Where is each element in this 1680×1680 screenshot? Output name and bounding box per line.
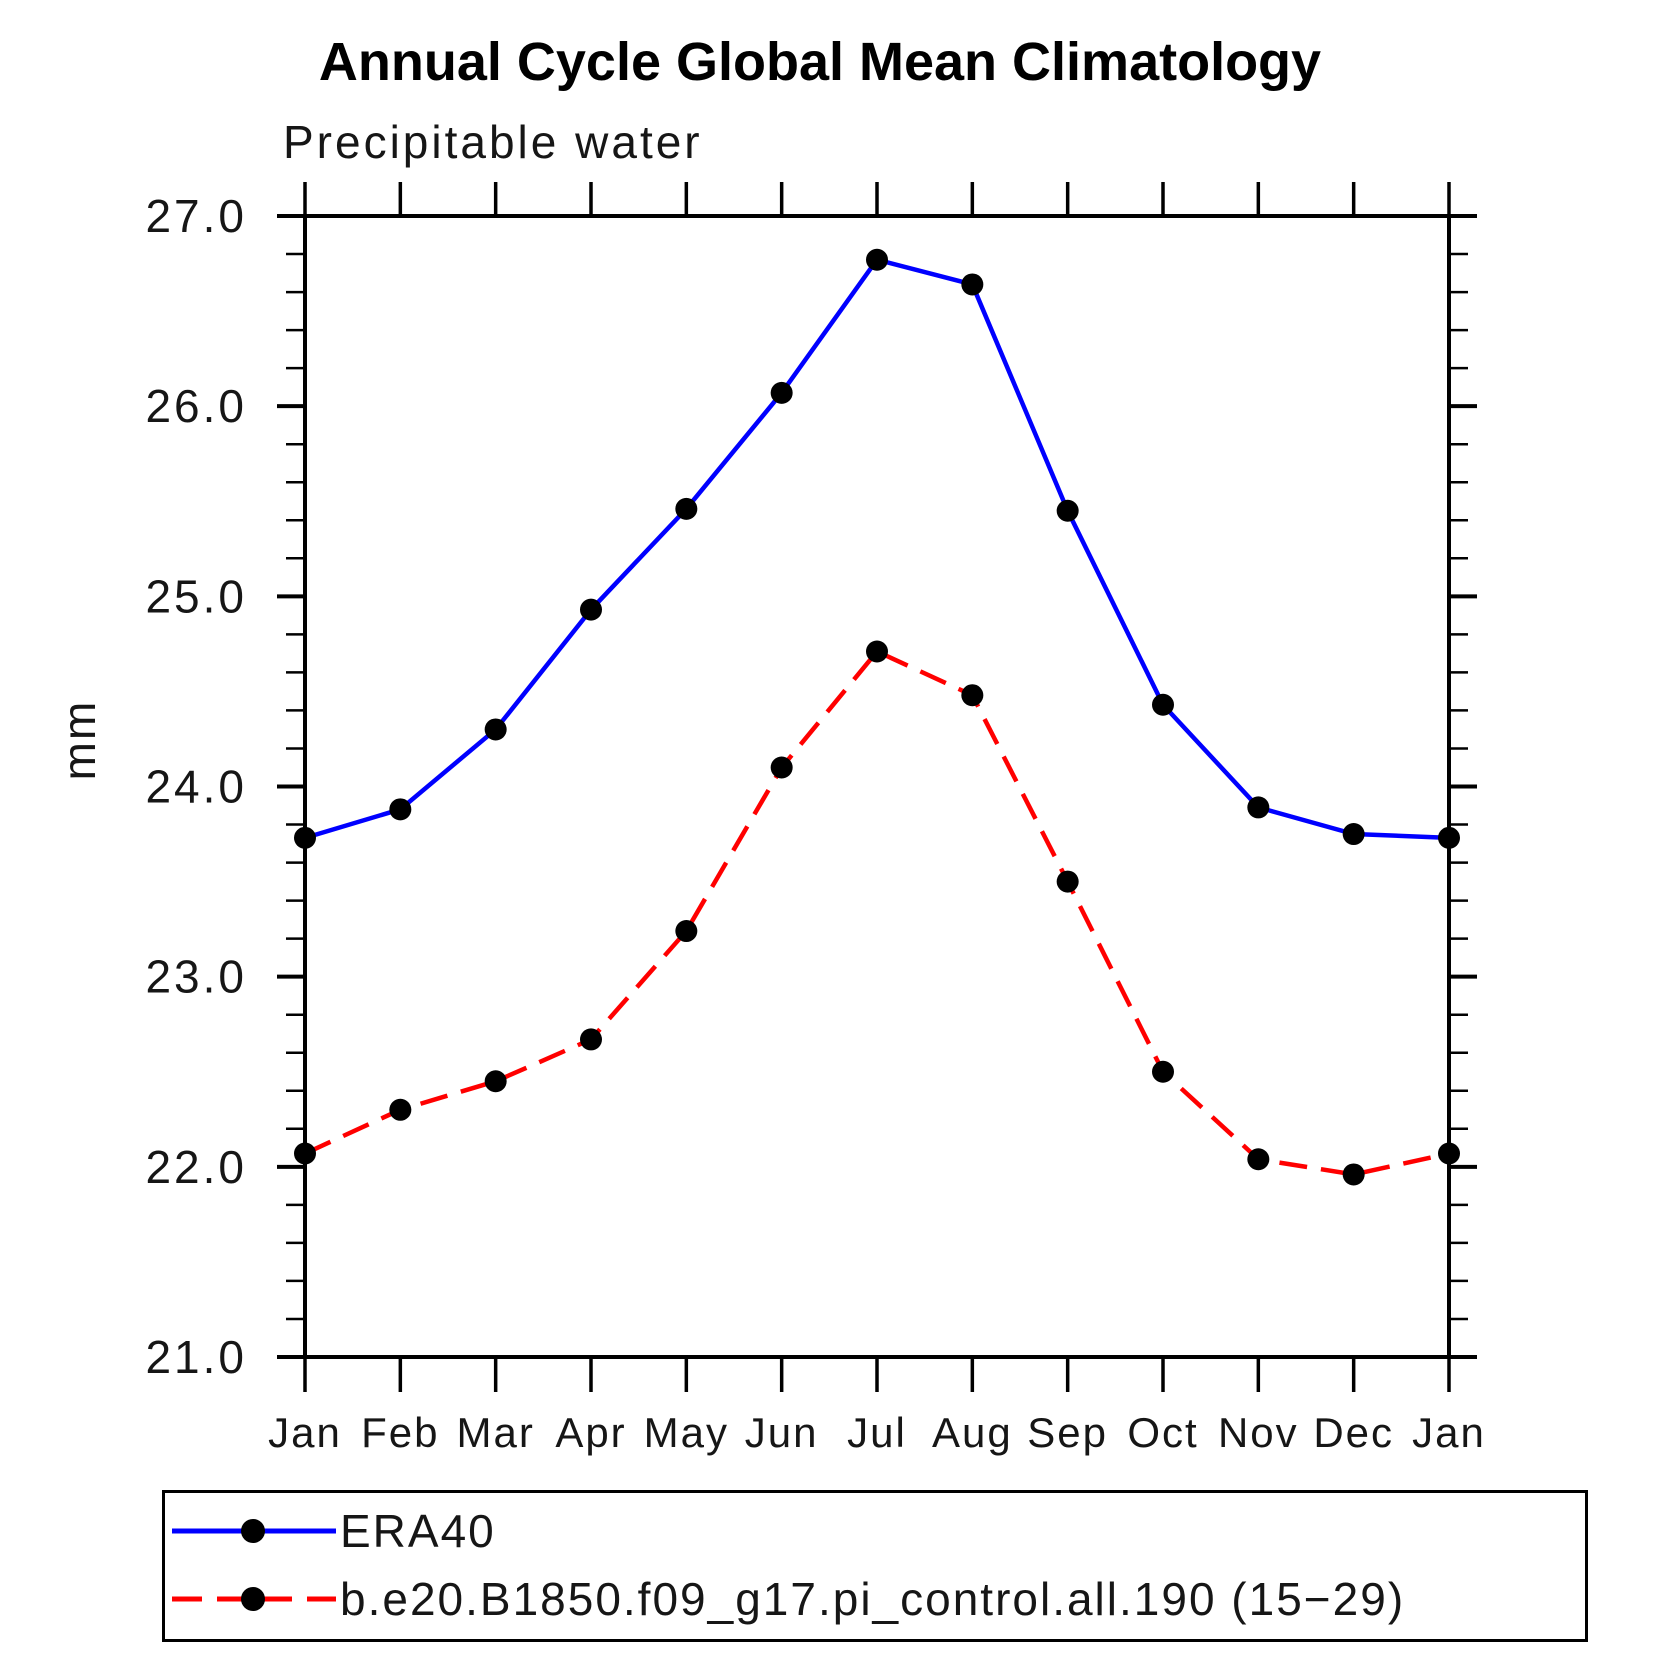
legend-line-solid <box>172 1519 336 1543</box>
legend-marker-dot <box>241 1519 265 1543</box>
legend-label-era40: ERA40 <box>340 1505 496 1557</box>
series-marker-1 <box>294 1142 316 1165</box>
series-line-0 <box>304 257 1450 841</box>
series-marker-1 <box>866 640 888 663</box>
y-axis-title: mm <box>53 700 105 781</box>
x-tick-label: Aug <box>932 1409 1013 1456</box>
x-tick-label: Jan <box>1412 1409 1486 1456</box>
x-tick-label: May <box>644 1409 729 1456</box>
legend-line-dashed <box>172 1587 336 1611</box>
series-marker-1 <box>770 756 793 779</box>
x-tick-label: Apr <box>555 1409 626 1456</box>
x-tick-label: Nov <box>1218 1409 1299 1456</box>
series-marker-0 <box>1247 796 1270 819</box>
x-tick-label: Oct <box>1127 1409 1198 1456</box>
y-tick-label: 26.0 <box>145 380 247 432</box>
series-marker-1 <box>580 1028 602 1051</box>
axes <box>277 182 1477 1392</box>
y-tick-label: 24.0 <box>145 761 247 813</box>
series-group <box>294 248 1460 1186</box>
series-marker-1 <box>961 684 984 707</box>
legend-item-era40: ERA40 <box>165 1501 496 1561</box>
series-marker-1 <box>1342 1163 1365 1186</box>
chart-subtitle-left: Precipitable water <box>283 116 703 168</box>
series-marker-0 <box>1152 693 1174 716</box>
series-marker-0 <box>484 718 507 741</box>
series-marker-0 <box>866 248 888 271</box>
series-marker-1 <box>675 920 698 943</box>
plot-frame <box>303 214 1451 1359</box>
x-tick-label: Dec <box>1313 1409 1394 1456</box>
legend-marker-dot <box>241 1587 265 1611</box>
x-tick-label: Sep <box>1027 1409 1108 1456</box>
x-tick-label: Mar <box>456 1409 534 1456</box>
series-marker-0 <box>1438 826 1460 849</box>
series-marker-1 <box>389 1098 412 1121</box>
series-marker-0 <box>1056 499 1079 522</box>
chart-title: Annual Cycle Global Mean Climatology <box>319 32 1321 92</box>
series-marker-1 <box>1247 1148 1270 1171</box>
x-tick-label: Jan <box>268 1409 342 1456</box>
legend: ERA40 b.e20.B1850.f09_g17.pi_control.all… <box>162 1490 1588 1642</box>
series-marker-0 <box>294 826 316 849</box>
x-tick-label: Jul <box>847 1409 907 1456</box>
y-tick-label: 27.0 <box>145 190 247 242</box>
y-tick-label: 23.0 <box>145 951 247 1003</box>
series-marker-1 <box>1056 870 1079 893</box>
series-marker-1 <box>1438 1142 1460 1165</box>
series-marker-1 <box>1152 1060 1174 1083</box>
series-marker-0 <box>580 598 602 621</box>
series-marker-0 <box>1342 823 1365 846</box>
series-marker-0 <box>675 497 698 520</box>
y-tick-label: 25.0 <box>145 570 247 622</box>
x-tick-label: Jun <box>745 1409 819 1456</box>
y-tick-label: 21.0 <box>145 1331 247 1383</box>
x-tick-label: Feb <box>361 1409 439 1456</box>
series-marker-0 <box>770 381 793 404</box>
series-marker-0 <box>389 798 412 821</box>
y-tick-label: 22.0 <box>145 1141 247 1193</box>
tick-labels: 27.0 26.0 25.0 24.0 23.0 22.0 21.0 Jan Feb Mar Apr… <box>145 190 1486 1456</box>
series-marker-1 <box>484 1070 507 1093</box>
series-marker-0 <box>961 273 984 296</box>
series-line-1 <box>304 648 1450 1177</box>
legend-label-model: b.e20.B1850.f09_g17.pi_control.all.190 (… <box>340 1573 1406 1625</box>
legend-item-model: b.e20.B1850.f09_g17.pi_control.all.190 (… <box>165 1569 1405 1629</box>
